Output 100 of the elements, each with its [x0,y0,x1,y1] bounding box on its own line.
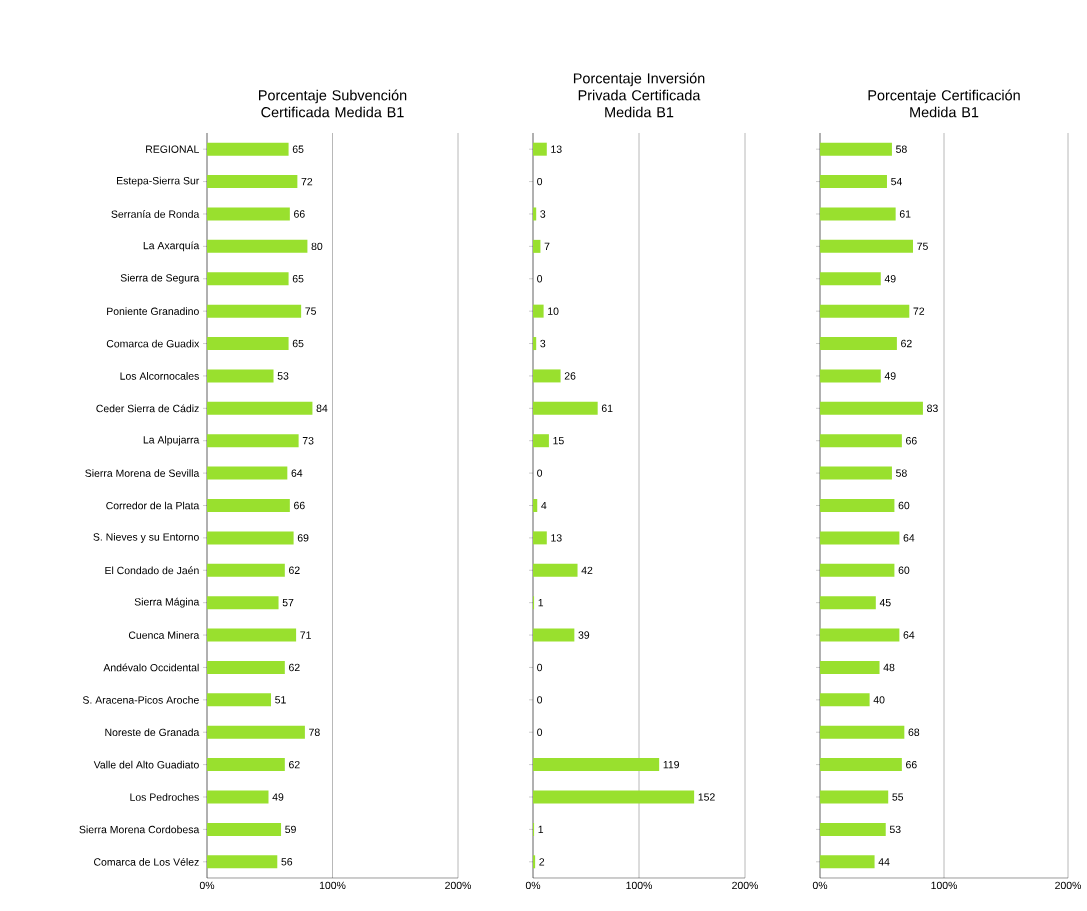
bar [207,466,288,480]
data-label: 40 [873,696,885,704]
bar [207,239,308,253]
data-label: 66 [906,437,917,445]
bar [820,758,902,772]
data-label: 65 [292,339,304,348]
bar [820,304,910,318]
data-label: 119 [663,760,680,769]
data-label: 69 [297,534,309,542]
data-label: 59 [285,825,296,834]
y-tick-label: La Alpujarra [143,435,200,446]
data-label: 44 [878,858,890,866]
y-tick-label: Cuenca Minera [128,631,200,639]
data-label: 64 [903,534,915,542]
bar [533,790,695,804]
data-label: 66 [906,760,917,769]
data-label: 13 [551,534,562,542]
data-label: 10 [548,307,559,315]
data-label: 62 [289,760,300,769]
y-tick-label: Los Alcornocales [120,372,199,380]
y-tick-label: Comarca de Los Vélez [94,857,199,866]
data-label: 13 [551,145,562,153]
bar [820,596,876,610]
bar [820,175,887,189]
data-label: 78 [309,728,320,736]
bar [207,693,272,707]
data-label: 26 [564,372,576,380]
x-tick-label: 0% [199,881,215,890]
bar [820,337,897,351]
x-tick-label: 0% [525,881,541,890]
bar [207,855,278,869]
data-label: 73 [302,437,314,445]
data-label: 58 [896,145,907,153]
data-label: 84 [316,404,328,413]
bar [207,563,285,577]
data-label: 0 [537,177,543,186]
bar [207,207,290,221]
data-label: 83 [927,404,938,413]
data-label: 60 [898,566,910,574]
y-tick-label: Sierra Morena de Sevilla [85,469,200,477]
data-label: 55 [892,793,904,801]
y-tick-label: Valle del Alto Guadiato [93,760,199,769]
data-label: 0 [537,275,543,283]
data-label: 4 [541,501,547,510]
bar [820,434,902,448]
bar [207,628,297,642]
data-label: 72 [301,177,313,186]
bar [533,401,598,415]
bar [533,337,537,351]
data-label: 60 [898,501,910,510]
data-label: 51 [275,696,286,704]
bar [533,758,660,772]
data-label: 64 [291,469,303,477]
bar [533,369,561,383]
data-label: 56 [281,858,293,866]
chart-title: Porcentaje Certificación Medida B1 [868,89,1020,118]
bar [820,466,892,480]
data-label: 1 [538,599,544,607]
y-tick-label: La Axarquía [143,241,200,252]
y-tick-label: Sierra de Segura [120,273,200,284]
y-tick-label: S. Aracena-Picos Aroche [82,696,199,704]
bar [207,401,313,415]
bar [533,531,547,545]
y-tick-label: Noreste de Granada [105,728,200,737]
bar [820,531,900,545]
chart-title: Porcentaje Inversión Privada Certificada Medida B1 [573,72,705,118]
x-tick-label: 100% [319,881,346,890]
bar [820,628,900,642]
bar [533,628,575,642]
bar [207,822,282,836]
data-label: 53 [277,372,289,380]
bar [207,142,289,156]
bar [820,693,870,707]
data-label: 62 [289,663,300,672]
bar [533,304,544,318]
bar [533,434,549,448]
data-label: 49 [884,275,896,283]
data-label: 0 [537,696,543,704]
data-label: 1 [538,825,544,833]
bar [533,563,578,577]
x-tick-label: 200% [1055,881,1082,890]
y-tick-label: Comarca de Guadix [106,339,200,348]
bar [207,434,299,448]
bar [207,272,289,286]
chart-title: Porcentaje Subvención Certificada Medida B1 [259,89,407,118]
data-label: 71 [300,631,311,639]
bar [533,855,536,869]
data-label: 75 [305,307,317,315]
data-label: 3 [540,339,546,348]
x-tick-label: 200% [732,881,758,890]
bar [820,142,892,156]
data-label: 152 [698,793,715,801]
y-tick-label: Ceder Sierra de Cádiz [96,404,199,413]
bar [820,401,923,415]
bar [207,758,285,772]
y-tick-label: Serranía de Ronda [111,210,200,218]
data-label: 61 [601,404,613,413]
data-label: 3 [540,210,546,218]
data-label: 68 [908,728,920,736]
data-label: 66 [294,210,305,218]
